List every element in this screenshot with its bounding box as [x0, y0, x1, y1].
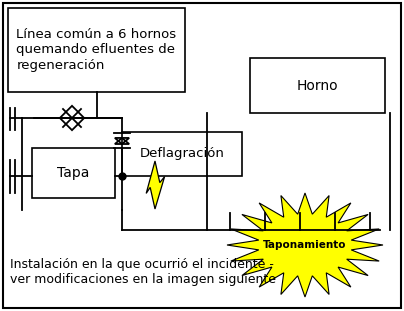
- Text: Horno: Horno: [297, 78, 338, 92]
- FancyBboxPatch shape: [250, 58, 385, 113]
- FancyBboxPatch shape: [122, 132, 242, 176]
- FancyBboxPatch shape: [32, 148, 115, 198]
- Text: Instalación en la que ocurrió el incidente -
ver modificaciones en la imagen sig: Instalación en la que ocurrió el inciden…: [10, 258, 276, 286]
- Text: Deflagración: Deflagración: [139, 147, 225, 160]
- FancyBboxPatch shape: [3, 3, 401, 308]
- Text: Taponamiento: Taponamiento: [263, 240, 347, 250]
- Polygon shape: [146, 161, 164, 209]
- Polygon shape: [227, 193, 383, 297]
- Text: Línea común a 6 hornos
quemando efluentes de
regeneración: Línea común a 6 hornos quemando efluente…: [17, 29, 177, 72]
- FancyBboxPatch shape: [8, 8, 185, 92]
- Text: Tapa: Tapa: [57, 166, 90, 180]
